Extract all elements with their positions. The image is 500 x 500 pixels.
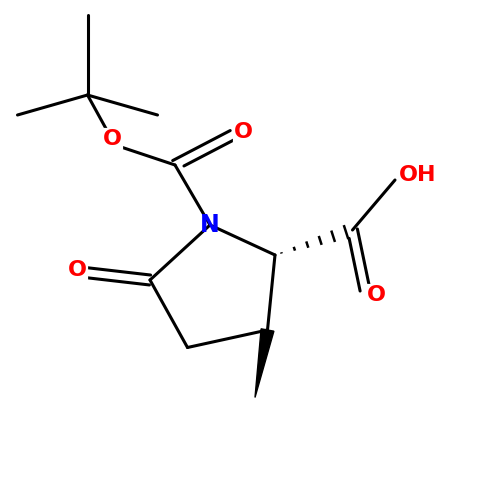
Text: O: O: [68, 260, 87, 280]
Text: O: O: [103, 129, 122, 149]
Text: O: O: [234, 122, 253, 142]
Text: OH: OH: [399, 165, 436, 185]
Text: N: N: [200, 213, 220, 237]
Text: O: O: [366, 285, 386, 305]
Polygon shape: [255, 329, 274, 398]
